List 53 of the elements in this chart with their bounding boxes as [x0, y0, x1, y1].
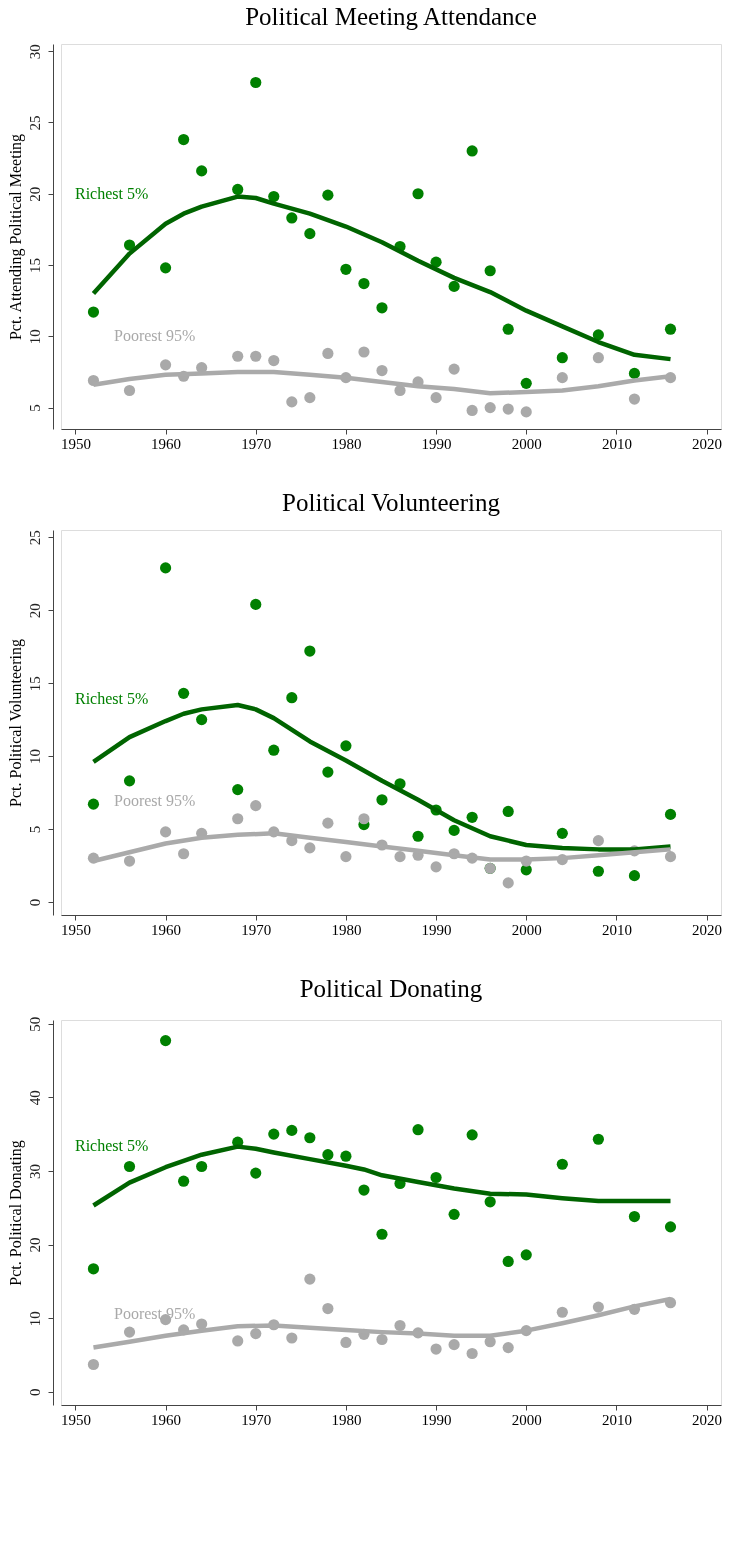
y-axis-title: Pct. Political Volunteering	[6, 639, 25, 807]
x-tick-label: 1980	[331, 921, 362, 938]
x-tick-label: 2010	[601, 921, 632, 938]
x-tick-label: 1950	[60, 921, 91, 938]
x-tick-label: 1980	[331, 435, 362, 452]
y-tick-label: 20	[26, 1237, 43, 1253]
x-tick-label: 1950	[60, 1411, 91, 1428]
y-tick-label: 20	[26, 186, 43, 202]
y-tick-label: 10	[26, 1311, 43, 1327]
y-tick-label: 10	[26, 329, 43, 345]
y-axis-title: Pct. Attending Political Meeting	[6, 133, 25, 341]
y-axis-title: Pct. Political Donating	[6, 1140, 25, 1286]
y-tick-label: 50	[26, 1016, 43, 1032]
x-tick-label: 2000	[511, 1411, 542, 1428]
series-label: Richest 5%	[75, 1137, 149, 1154]
y-tick-label: 10	[26, 749, 43, 765]
x-tick-label: 2010	[601, 1411, 632, 1428]
y-tick-label: 20	[26, 603, 43, 619]
x-tick-label: 2000	[511, 921, 542, 938]
x-tick-label: 2000	[511, 435, 542, 452]
x-tick-label: 1970	[241, 435, 272, 452]
x-tick-label: 1990	[421, 435, 452, 452]
x-tick-label: 1990	[421, 921, 452, 938]
y-tick-label: 15	[26, 258, 43, 274]
y-tick-label: 15	[26, 676, 43, 692]
y-tick-label: 25	[26, 530, 43, 546]
y-tick-label: 30	[26, 1163, 43, 1179]
x-tick-label: 1970	[241, 921, 272, 938]
chart-title: Political Volunteering	[282, 488, 501, 516]
x-tick-label: 1960	[151, 921, 182, 938]
x-tick-label: 1980	[331, 1411, 362, 1428]
x-tick-label: 1970	[241, 1411, 272, 1428]
y-tick-label: 25	[26, 115, 43, 131]
x-tick-label: 1960	[151, 1411, 182, 1428]
y-tick-label: 0	[26, 1388, 43, 1396]
x-tick-label: 1960	[151, 435, 182, 452]
series-label: Poorest 95%	[114, 792, 196, 809]
series-label: Richest 5%	[75, 690, 149, 707]
y-tick-label: 30	[26, 44, 43, 60]
x-tick-label: 1990	[421, 1411, 452, 1428]
series-label: Poorest 95%	[114, 327, 196, 344]
x-tick-label: 2020	[692, 921, 723, 938]
x-tick-label: 2020	[692, 1411, 723, 1428]
y-tick-label: 0	[26, 898, 43, 907]
y-tick-label: 5	[26, 404, 43, 412]
y-tick-label: 5	[26, 825, 43, 834]
x-tick-label: 2010	[601, 435, 632, 452]
x-tick-label: 1950	[60, 435, 91, 452]
chart-title: Political Meeting Attendance	[245, 2, 537, 30]
chart-title: Political Donating	[299, 975, 483, 1003]
y-tick-label: 40	[26, 1090, 43, 1106]
text: Richest 5%	[75, 185, 149, 202]
x-tick-label: 2020	[692, 435, 723, 452]
